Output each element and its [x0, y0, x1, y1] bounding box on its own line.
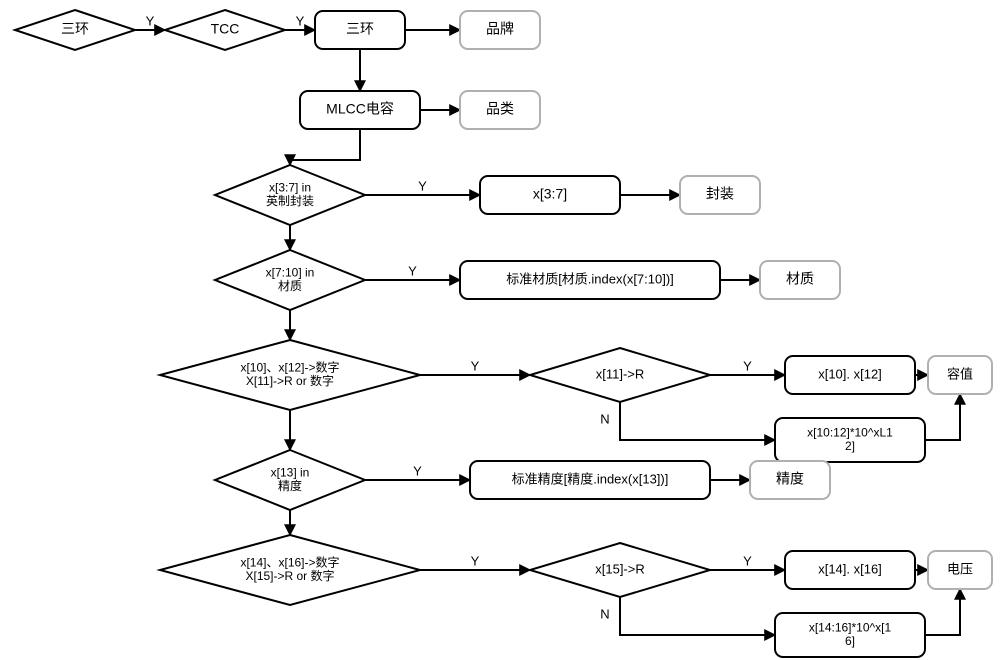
edge-label: Y — [418, 178, 427, 193]
edge — [925, 394, 960, 440]
node-label: x[10]. x[12] — [818, 366, 882, 381]
edge — [620, 597, 775, 635]
edge-label: Y — [408, 263, 417, 278]
node-label: 三环 — [346, 21, 374, 37]
node-label: x[10]、x[12]->数字 — [240, 359, 339, 374]
node-label: 精度 — [278, 478, 302, 493]
node-label: 品牌 — [486, 21, 514, 37]
node-label: x[7:10] in — [266, 265, 315, 279]
node-label: MLCC电容 — [326, 101, 394, 117]
edge — [925, 589, 960, 635]
edge-label: Y — [743, 553, 752, 568]
node-label: TCC — [211, 21, 240, 37]
node-label: 标准材质[材质.index(x[7:10])] — [506, 271, 674, 286]
node-label: 精度 — [776, 471, 804, 487]
node-label: 英制封装 — [266, 194, 314, 208]
edge-label: Y — [471, 553, 480, 568]
node-label: 材质 — [278, 279, 302, 293]
node-label: 材质 — [786, 271, 814, 287]
node-label: 6] — [845, 634, 855, 648]
edge — [290, 129, 360, 165]
edge-label: Y — [413, 463, 422, 478]
node-label: x[3:7] — [533, 186, 567, 202]
node-label: x[14]、x[16]->数字 — [240, 554, 339, 569]
edge-label: Y — [146, 13, 155, 28]
node-label: 品类 — [486, 101, 514, 117]
edge-label: N — [600, 411, 609, 426]
node-label: X[15]->R or 数字 — [245, 568, 334, 583]
node-label: x[3:7] in — [269, 180, 311, 194]
flowchart-canvas: Y Y Y Y Y Y N Y Y Y N 三环 TCC 三环 品牌 MLCC电容 品类 x[3:7] in英制封… — [0, 0, 1000, 660]
node-label: 电压 — [947, 561, 973, 576]
edge-label: Y — [471, 358, 480, 373]
node-label: x[11]->R — [596, 366, 645, 381]
edge-label: N — [600, 606, 609, 621]
node-label: 封装 — [706, 186, 734, 202]
edge-label: Y — [743, 358, 752, 373]
node-label: 容值 — [947, 366, 973, 381]
node-label: 标准精度[精度.index(x[13])] — [512, 471, 669, 486]
node-label: x[14:16]*10^x[1 — [809, 620, 892, 634]
node-label: 2] — [845, 439, 855, 453]
edge-label: Y — [296, 13, 305, 28]
node-label: X[11]->R or 数字 — [246, 373, 334, 388]
node-label: x[14]. x[16] — [818, 561, 882, 576]
node-label: x[10:12]*10^xL1 — [807, 425, 893, 439]
edge — [620, 402, 775, 440]
node-label: x[15]->R — [595, 561, 645, 576]
node-label: x[13] in — [271, 465, 310, 479]
node-label: 三环 — [61, 21, 89, 37]
